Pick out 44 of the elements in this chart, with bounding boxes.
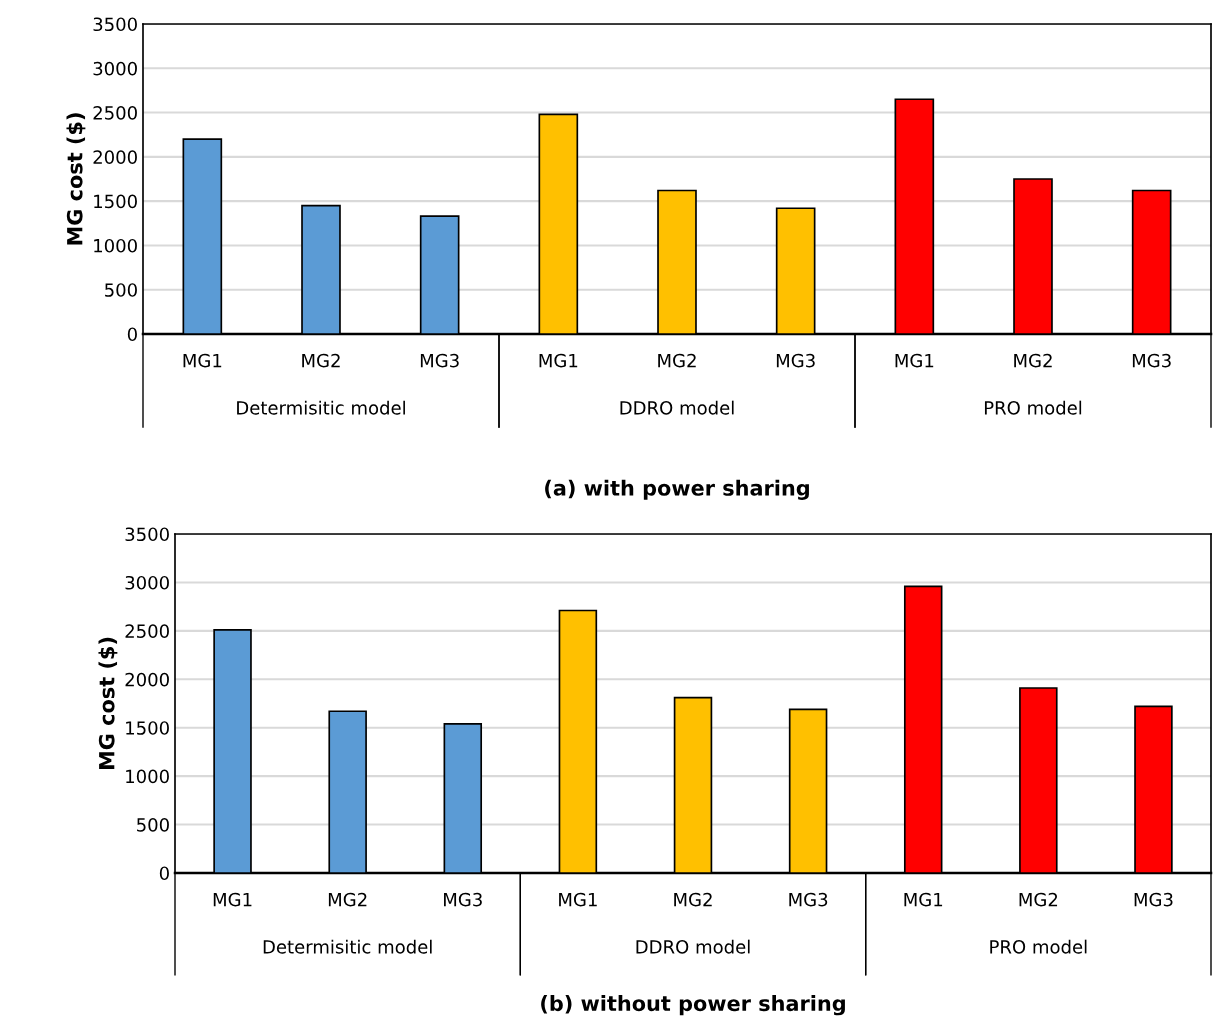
y-tick-label: 500: [137, 818, 169, 832]
text: PRO model: [984, 400, 1082, 415]
text: (a) with power sharing: [545, 479, 809, 501]
y-tick-label: 2500: [93, 106, 137, 120]
y-tick-label: 1000: [94, 238, 137, 253]
x-tick-label: MG3: [776, 353, 815, 368]
x-tick-label: MG3: [420, 353, 459, 368]
y-tick-label: 3000: [125, 575, 169, 590]
x-tick-label: MG2: [674, 892, 712, 907]
y-tick-label: 500: [105, 283, 137, 297]
y-tick-label: 2500: [125, 624, 169, 638]
text: Determisitic model: [263, 939, 432, 954]
text: DDRO model: [620, 400, 734, 415]
x-tick-label: MG1: [183, 353, 222, 368]
x-tick-label: MG2: [1014, 353, 1052, 368]
y-tick-label: 1500: [94, 194, 137, 209]
y-tick-label: 1000: [126, 769, 169, 784]
x-tick-label: MG3: [789, 892, 828, 907]
y-tick-label: 1500: [126, 721, 169, 735]
y-axis-title: MG cost ($): [66, 113, 86, 245]
x-tick-label: MG3: [1134, 892, 1173, 907]
y-tick-label: 3000: [93, 61, 137, 76]
y-tick-label: 3500: [93, 17, 137, 32]
x-tick-label: MG1: [213, 892, 252, 907]
text: PRO model: [990, 939, 1087, 954]
x-tick-label: MG2: [328, 892, 367, 907]
x-tick-label: MG3: [1132, 353, 1171, 368]
y-tick-label: 0: [159, 866, 169, 881]
x-tick-label: MG3: [444, 892, 482, 907]
x-tick-label: MG2: [1019, 892, 1058, 907]
x-tick-label: MG2: [302, 353, 340, 368]
y-tick-label: 2000: [93, 150, 137, 164]
x-tick-label: MG1: [904, 892, 943, 907]
y-tick-label: 2000: [125, 672, 169, 687]
y-tick-label: 3500: [125, 527, 169, 542]
text: (b) without power sharing: [541, 995, 845, 1016]
text: Determisitic model: [237, 400, 405, 415]
text: DDRO model: [636, 939, 750, 954]
y-tick-label: 0: [127, 327, 137, 342]
x-tick-label: MG2: [658, 353, 696, 368]
y-axis-title: MG cost ($): [98, 637, 118, 770]
x-tick-label: MG1: [895, 353, 934, 368]
x-tick-label: MG1: [539, 353, 578, 368]
x-tick-label: MG1: [559, 892, 597, 907]
